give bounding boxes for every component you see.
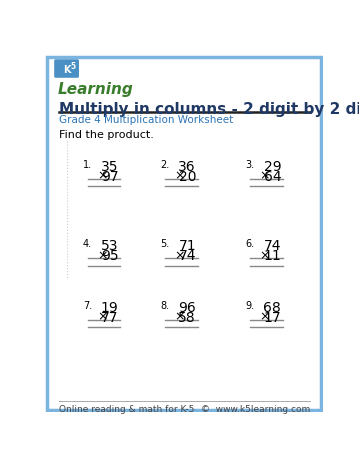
Text: 95: 95 — [101, 249, 118, 263]
Text: 36: 36 — [178, 159, 196, 173]
Text: ×: × — [260, 310, 270, 323]
Text: 74: 74 — [178, 249, 196, 263]
Text: 8.: 8. — [160, 300, 169, 310]
Text: Online reading & math for K-5: Online reading & math for K-5 — [59, 404, 194, 413]
Text: ×: × — [260, 249, 270, 262]
Text: 19: 19 — [101, 300, 118, 314]
Text: 35: 35 — [101, 159, 118, 173]
Text: ×: × — [174, 310, 185, 323]
Text: Grade 4 Multiplication Worksheet: Grade 4 Multiplication Worksheet — [59, 115, 233, 125]
Text: 53: 53 — [101, 238, 118, 252]
Text: 5.: 5. — [160, 238, 169, 249]
FancyBboxPatch shape — [54, 60, 79, 79]
Text: 58: 58 — [178, 310, 196, 324]
Text: 2.: 2. — [160, 159, 169, 169]
Text: Learning: Learning — [57, 81, 133, 97]
Text: 17: 17 — [264, 310, 281, 324]
Text: 4.: 4. — [83, 238, 92, 249]
Text: 3.: 3. — [246, 159, 255, 169]
Text: ©  www.k5learning.com: © www.k5learning.com — [201, 404, 310, 413]
Text: 64: 64 — [264, 169, 281, 183]
Text: K: K — [63, 64, 70, 75]
Text: 68: 68 — [264, 300, 281, 314]
Text: Find the product.: Find the product. — [59, 129, 154, 139]
Text: ×: × — [260, 169, 270, 182]
Text: ×: × — [97, 169, 107, 182]
Text: 6.: 6. — [246, 238, 255, 249]
Text: 71: 71 — [178, 238, 196, 252]
Text: Multiply in columns - 2 digit by 2 digit: Multiply in columns - 2 digit by 2 digit — [59, 102, 359, 117]
Text: ×: × — [97, 249, 107, 262]
Text: 20: 20 — [178, 169, 196, 183]
Text: ×: × — [174, 169, 185, 182]
Text: 74: 74 — [264, 238, 281, 252]
Text: 97: 97 — [101, 169, 118, 183]
Text: 9.: 9. — [246, 300, 255, 310]
Text: 1.: 1. — [83, 159, 92, 169]
Text: 7.: 7. — [83, 300, 92, 310]
Text: ×: × — [97, 310, 107, 323]
Text: ×: × — [174, 249, 185, 262]
Text: 77: 77 — [101, 310, 118, 324]
Text: 96: 96 — [178, 300, 196, 314]
Text: 29: 29 — [264, 159, 281, 173]
Text: 11: 11 — [264, 249, 281, 263]
Text: 5: 5 — [70, 62, 75, 71]
